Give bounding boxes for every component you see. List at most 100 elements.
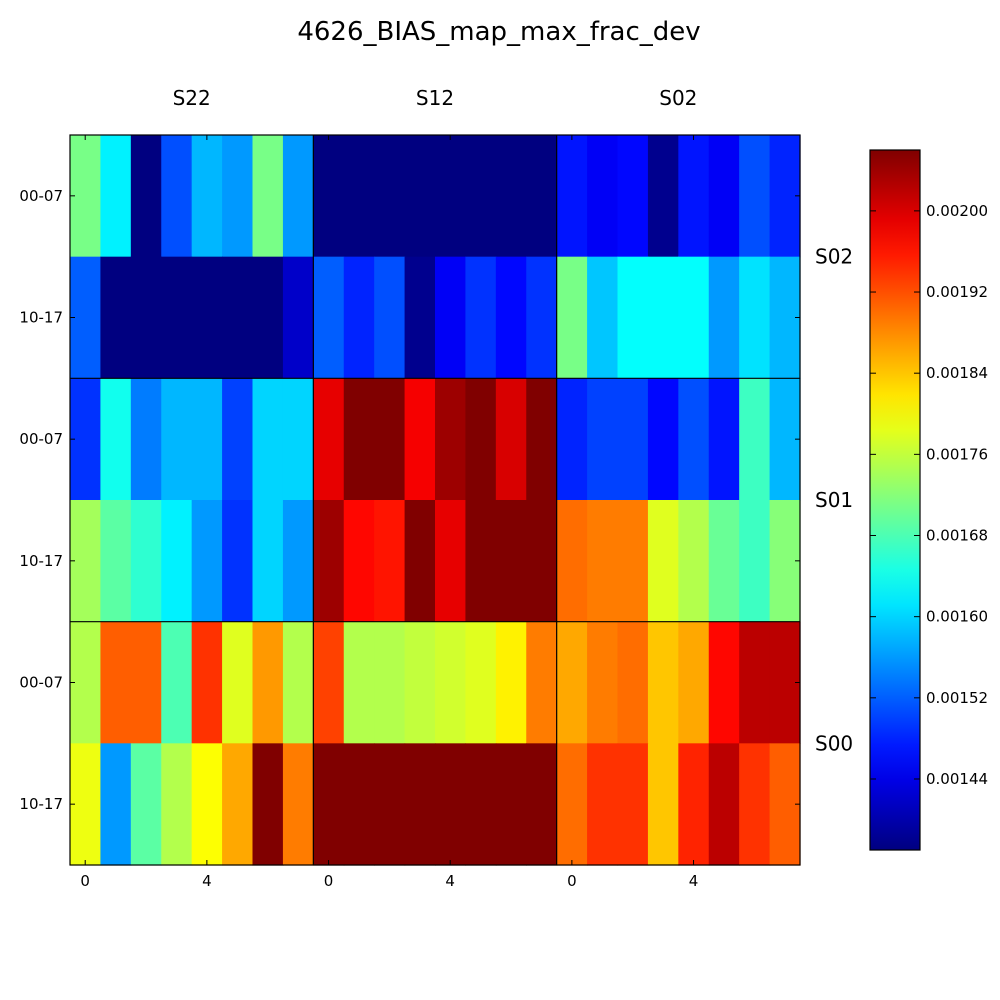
heatmap-cell: [678, 135, 710, 258]
heatmap-cell: [161, 135, 193, 258]
heatmap-cell: [191, 256, 223, 379]
colorbar-gradient: [869, 149, 921, 851]
heatmap-cell: [617, 500, 649, 623]
plot-frame: [69, 134, 801, 866]
heatmap-cell: [708, 378, 740, 501]
heatmap-cell: [587, 256, 619, 379]
heatmap-cell: [282, 743, 314, 866]
heatmap-cell: [222, 256, 254, 379]
heatmap-cell: [526, 135, 558, 258]
heatmap-cell: [465, 743, 497, 866]
heatmap-cell: [100, 621, 132, 744]
heatmap-cell: [161, 378, 193, 501]
heatmap-cell: [556, 135, 588, 258]
heatmap-cell: [526, 743, 558, 866]
heatmap-cell: [191, 621, 223, 744]
row-group-label: S01: [815, 488, 853, 512]
colorbar-tick-label: 0.00168: [926, 527, 988, 545]
heatmap-cell: [222, 135, 254, 258]
heatmap-cell: [282, 135, 314, 258]
heatmap-cell: [130, 378, 162, 501]
heatmap-cell: [313, 743, 345, 866]
heatmap-cell: [404, 135, 436, 258]
heatmap-cell: [495, 621, 527, 744]
heatmap-cell: [708, 621, 740, 744]
heatmap-cell: [374, 256, 406, 379]
heatmap-cell: [374, 621, 406, 744]
heatmap-cell: [130, 743, 162, 866]
heatmap-cell: [617, 743, 649, 866]
heatmap-cell: [252, 743, 284, 866]
heatmap-cell: [161, 743, 193, 866]
heatmap-cell: [343, 621, 375, 744]
heatmap-cell: [739, 743, 771, 866]
colorbar-tick-label: 0.00176: [926, 445, 988, 463]
colorbar-tick-label: 0.00160: [926, 608, 988, 626]
heatmap-cell: [100, 743, 132, 866]
heatmap-cell: [343, 378, 375, 501]
row-tick-label: 00-07: [19, 674, 63, 692]
heatmap-cell: [404, 743, 436, 866]
heatmap-cell: [435, 500, 467, 623]
heatmap-cell: [708, 256, 740, 379]
heatmap-cell: [161, 500, 193, 623]
heatmap-cell: [647, 256, 679, 379]
heatmap-cell: [100, 500, 132, 623]
heatmap-cell: [495, 378, 527, 501]
heatmap-cell: [647, 621, 679, 744]
row-tick-label: 10-17: [19, 795, 63, 813]
heatmap-cell: [739, 135, 771, 258]
heatmap-cell: [617, 256, 649, 379]
heatmap-labels: S22 S12 S02S02S01S0000-0710-1700-0710-1700…: [19, 86, 853, 890]
row-tick-label: 00-07: [19, 430, 63, 448]
heatmap-cell: [374, 500, 406, 623]
heatmap-cell: [617, 135, 649, 258]
heatmap-cell: [374, 743, 406, 866]
heatmap-cell: [343, 135, 375, 258]
heatmap-cell: [678, 621, 710, 744]
heatmap-cell: [526, 500, 558, 623]
heatmap-cell: [252, 621, 284, 744]
heatmap-cell: [526, 378, 558, 501]
heatmap-cell: [647, 135, 679, 258]
heatmap-cell: [465, 621, 497, 744]
colorbar-tick-label: 0.00152: [926, 689, 988, 707]
heatmap-cell: [435, 256, 467, 379]
heatmap-cell: [617, 621, 649, 744]
heatmap-cell: [282, 378, 314, 501]
colorbar-tick-label: 0.00200: [926, 202, 988, 220]
heatmap-cell: [404, 500, 436, 623]
heatmap-cell: [313, 378, 345, 501]
heatmap-cell: [739, 256, 771, 379]
heatmap-cell: [100, 378, 132, 501]
heatmap-cell: [495, 135, 527, 258]
heatmap-cell: [435, 378, 467, 501]
heatmap-cell: [282, 500, 314, 623]
x-tick-label: 4: [689, 872, 699, 890]
heatmap-cell: [556, 378, 588, 501]
heatmap-cell: [526, 256, 558, 379]
column-group-label: S22: [173, 86, 211, 110]
heatmap-cell: [404, 621, 436, 744]
heatmap-cell: [313, 256, 345, 379]
heatmap-cell: [191, 135, 223, 258]
heatmap-cell: [130, 135, 162, 258]
heatmap-cell: [252, 256, 284, 379]
heatmap-cell: [70, 500, 102, 623]
heatmap-cell: [100, 256, 132, 379]
x-tick-label: 0: [567, 872, 577, 890]
heatmap-cell: [130, 256, 162, 379]
chart-title: 4626_BIAS_map_max_frac_dev: [297, 17, 700, 47]
heatmap-cell: [252, 378, 284, 501]
heatmap-cell: [222, 621, 254, 744]
heatmap-cell: [465, 256, 497, 379]
heatmap-cell: [70, 135, 102, 258]
heatmap-cell: [191, 743, 223, 866]
heatmap-cell: [191, 378, 223, 501]
colorbar-tick-label: 0.00192: [926, 283, 988, 301]
heatmap-cell: [222, 500, 254, 623]
heatmap-cell: [587, 621, 619, 744]
heatmap-cell: [678, 500, 710, 623]
row-tick-label: 10-17: [19, 309, 63, 327]
